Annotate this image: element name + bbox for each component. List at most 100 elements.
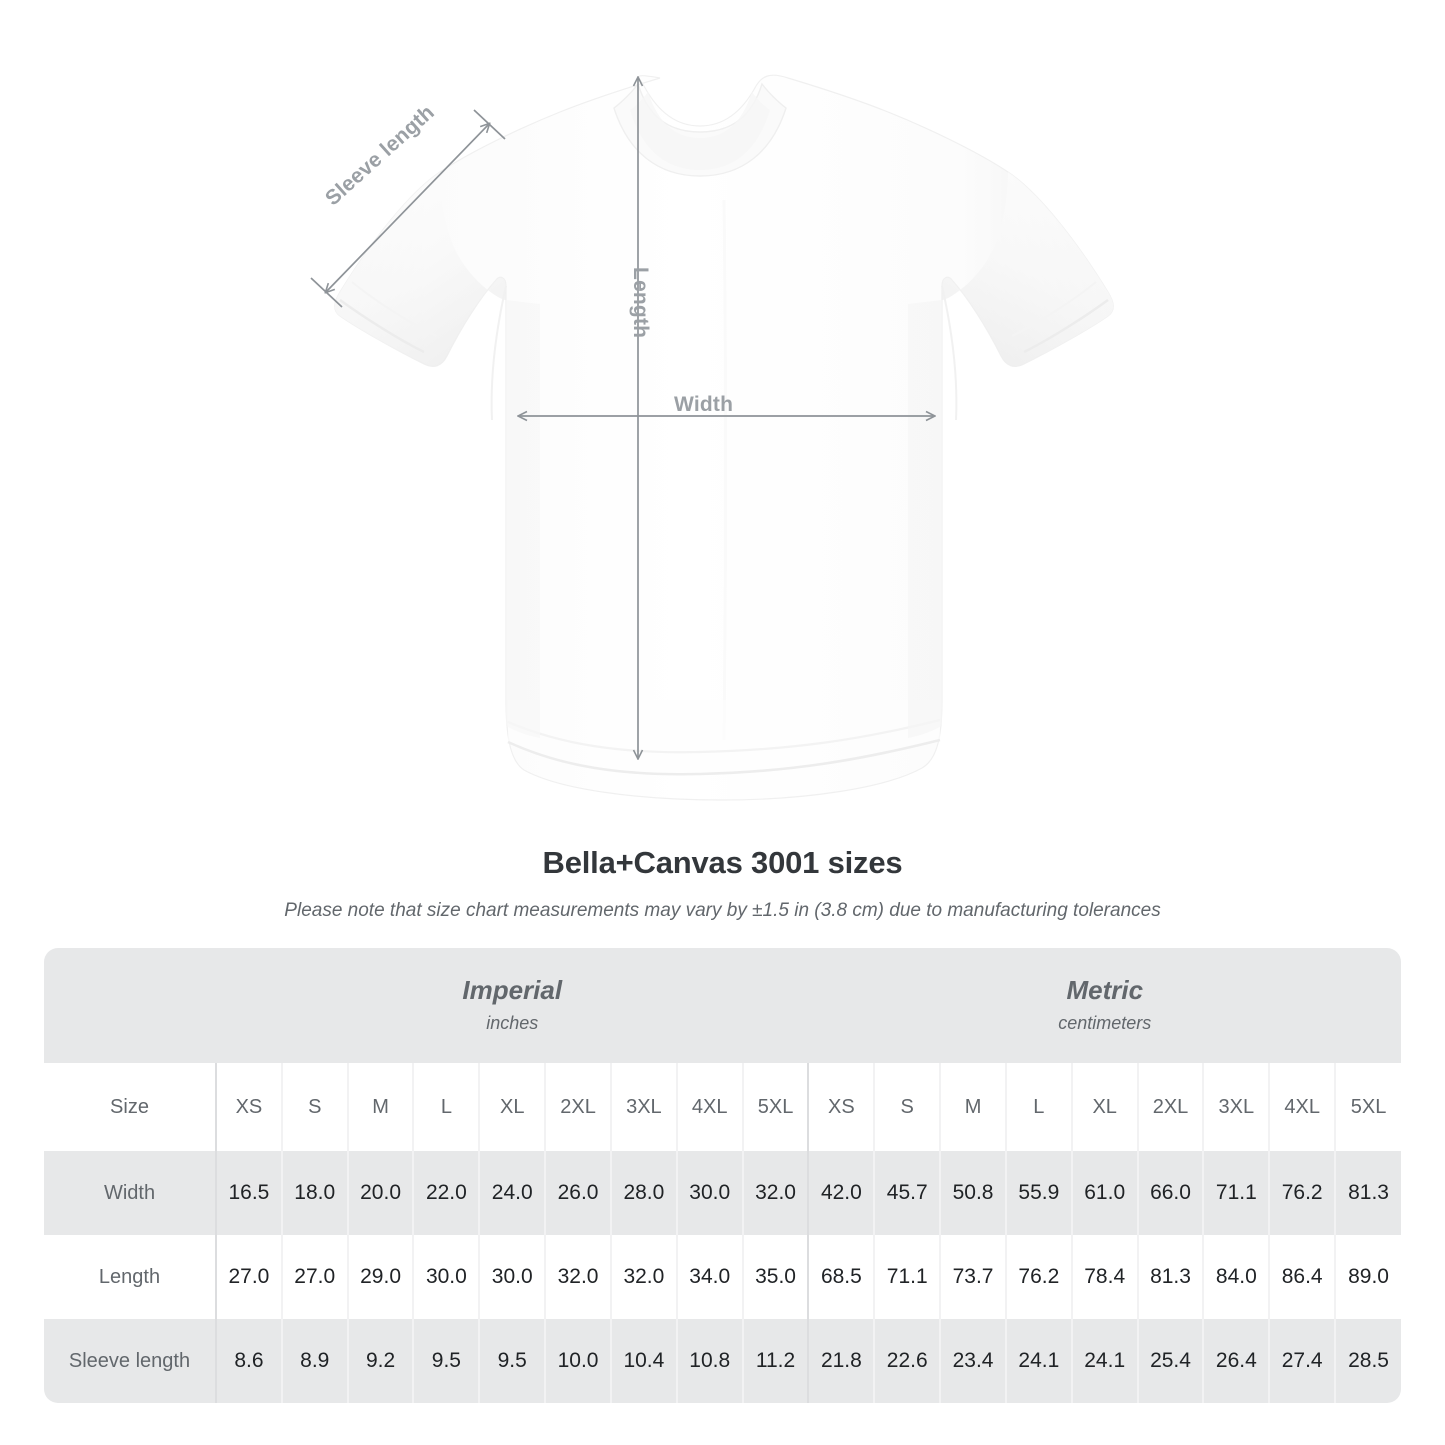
unit-group-unit: centimeters bbox=[1058, 1013, 1152, 1034]
measurement-cell: 24.0 bbox=[478, 1151, 546, 1235]
measurement-cell: 20.0 bbox=[346, 1151, 414, 1235]
dimension-lines bbox=[310, 78, 934, 758]
unit-group-name: Metric bbox=[1066, 974, 1144, 1005]
size-column-header: S bbox=[280, 1063, 348, 1151]
measurement-cell: 73.7 bbox=[939, 1235, 1006, 1319]
measurement-cell: 76.2 bbox=[1268, 1151, 1336, 1235]
size-column-header: XL bbox=[1070, 1063, 1138, 1151]
table-row: Width 16.5 18.0 20.0 22.0 24.0 26.0 28.0 30.0 32.… bbox=[44, 1151, 1402, 1235]
size-column-header: XL bbox=[478, 1063, 546, 1151]
measurement-cell: 81.3 bbox=[1136, 1235, 1204, 1319]
measurement-cell: 23.4 bbox=[939, 1319, 1006, 1403]
size-column-header: 2XL bbox=[544, 1063, 611, 1151]
measurement-cell: 18.0 bbox=[280, 1151, 348, 1235]
measurement-cell: 27.4 bbox=[1268, 1319, 1336, 1403]
size-column-header: M bbox=[939, 1063, 1006, 1151]
measurement-cell: 8.9 bbox=[280, 1319, 348, 1403]
size-chart-table: Imperial inches Metric centimeters Size XS S M L… bbox=[44, 948, 1402, 1403]
measurement-cell: 26.0 bbox=[544, 1151, 611, 1235]
unit-group-name: Imperial bbox=[462, 974, 563, 1005]
measurement-cell: 9.5 bbox=[478, 1319, 546, 1403]
measurement-cell: 81.3 bbox=[1334, 1151, 1402, 1235]
length-label: Length bbox=[629, 267, 652, 339]
measurement-cell: 22.6 bbox=[873, 1319, 941, 1403]
unit-group-header-metric: Metric centimeters bbox=[808, 948, 1402, 1063]
measurement-cell: 24.1 bbox=[1004, 1319, 1072, 1403]
unit-header-row: Imperial inches Metric centimeters bbox=[44, 948, 1402, 1063]
measurement-cell: 8.6 bbox=[215, 1319, 282, 1403]
size-column-header: L bbox=[412, 1063, 480, 1151]
measurement-cell: 71.1 bbox=[873, 1235, 941, 1319]
size-column-header: 5XL bbox=[1334, 1063, 1402, 1151]
measurement-cell: 61.0 bbox=[1070, 1151, 1138, 1235]
measurement-cell: 32.0 bbox=[544, 1235, 611, 1319]
measurement-cell: 22.0 bbox=[412, 1151, 480, 1235]
unit-group-unit: inches bbox=[486, 1013, 539, 1034]
measurement-cell: 42.0 bbox=[807, 1151, 875, 1235]
measurement-row-label: Length bbox=[44, 1235, 216, 1319]
sleeve-cap-top bbox=[473, 109, 506, 140]
measurement-cell: 10.8 bbox=[675, 1319, 743, 1403]
size-header-row: Size XS S M L XL 2XL 3XL 4XL 5XL XS S M L XL 2XL 3XL 4XL 5… bbox=[44, 1063, 1402, 1151]
measurement-cell: 9.5 bbox=[412, 1319, 480, 1403]
size-corner-label: Size bbox=[44, 1063, 216, 1151]
table-row: Sleeve length 8.6 8.9 9.2 9.5 9.5 10.0 10.4 10.8… bbox=[44, 1319, 1402, 1403]
measurement-cell: 10.4 bbox=[609, 1319, 677, 1403]
measurement-cell: 16.5 bbox=[215, 1151, 282, 1235]
measurement-cell: 30.0 bbox=[675, 1151, 743, 1235]
unit-header-spacer bbox=[44, 948, 216, 1063]
measurement-cell: 24.1 bbox=[1070, 1319, 1138, 1403]
size-column-header: 4XL bbox=[1268, 1063, 1336, 1151]
measurement-cell: 45.7 bbox=[873, 1151, 941, 1235]
unit-group-header-imperial: Imperial inches bbox=[216, 948, 809, 1063]
page-title: Bella+Canvas 3001 sizes bbox=[542, 845, 903, 880]
title-block: Bella+Canvas 3001 sizes Please note that… bbox=[0, 845, 1445, 922]
measurement-cell: 35.0 bbox=[741, 1235, 809, 1319]
measurement-cell: 9.2 bbox=[346, 1319, 414, 1403]
size-column-header: 5XL bbox=[741, 1063, 809, 1151]
measurement-cell: 30.0 bbox=[412, 1235, 480, 1319]
measurement-row-label: Width bbox=[44, 1151, 216, 1235]
sleeve-cap-bottom bbox=[310, 277, 343, 308]
measurement-cell: 32.0 bbox=[609, 1235, 677, 1319]
measurement-cell: 27.0 bbox=[280, 1235, 348, 1319]
measurement-cell: 86.4 bbox=[1268, 1235, 1336, 1319]
measurement-cell: 55.9 bbox=[1004, 1151, 1072, 1235]
measurement-cell: 78.4 bbox=[1070, 1235, 1138, 1319]
size-chart-table-wrapper: Imperial inches Metric centimeters Size XS S M L… bbox=[44, 948, 1402, 1403]
measurement-cell: 28.0 bbox=[609, 1151, 677, 1235]
size-column-header: S bbox=[873, 1063, 941, 1151]
tolerance-note: Please note that size chart measurements… bbox=[284, 900, 1161, 921]
measurement-cell: 68.5 bbox=[807, 1235, 875, 1319]
measurement-cell: 34.0 bbox=[675, 1235, 743, 1319]
size-column-header: XS bbox=[215, 1063, 282, 1151]
measurement-cell: 28.5 bbox=[1334, 1319, 1402, 1403]
width-label: Width bbox=[674, 393, 734, 416]
measurement-cell: 26.4 bbox=[1202, 1319, 1270, 1403]
size-column-header: XS bbox=[807, 1063, 875, 1151]
measurement-cell: 71.1 bbox=[1202, 1151, 1270, 1235]
size-column-header: 3XL bbox=[609, 1063, 677, 1151]
measurement-cell: 27.0 bbox=[215, 1235, 282, 1319]
measurement-cell: 84.0 bbox=[1202, 1235, 1270, 1319]
sleeve-length-dimension-line bbox=[326, 124, 489, 292]
size-column-header: L bbox=[1004, 1063, 1072, 1151]
size-column-header: M bbox=[346, 1063, 414, 1151]
measurement-cell: 89.0 bbox=[1334, 1235, 1402, 1319]
size-column-header: 3XL bbox=[1202, 1063, 1270, 1151]
measurement-cell: 32.0 bbox=[741, 1151, 809, 1235]
measurement-cell: 29.0 bbox=[346, 1235, 414, 1319]
size-column-header: 4XL bbox=[675, 1063, 743, 1151]
measurement-cell: 76.2 bbox=[1004, 1235, 1072, 1319]
table-row: Length 27.0 27.0 29.0 30.0 30.0 32.0 32.0 34.0 35… bbox=[44, 1235, 1402, 1319]
measurement-cell: 25.4 bbox=[1136, 1319, 1204, 1403]
measurement-row-label: Sleeve length bbox=[44, 1319, 216, 1403]
measurement-cell: 10.0 bbox=[544, 1319, 611, 1403]
measurement-cell: 66.0 bbox=[1136, 1151, 1204, 1235]
tshirt-illustration bbox=[310, 74, 1114, 801]
size-column-header: 2XL bbox=[1136, 1063, 1204, 1151]
tshirt-body-shape bbox=[334, 74, 1114, 801]
tshirt-diagram: Sleeve length Length Width bbox=[310, 74, 1114, 801]
measurement-cell: 21.8 bbox=[807, 1319, 875, 1403]
measurement-cell: 11.2 bbox=[741, 1319, 809, 1403]
